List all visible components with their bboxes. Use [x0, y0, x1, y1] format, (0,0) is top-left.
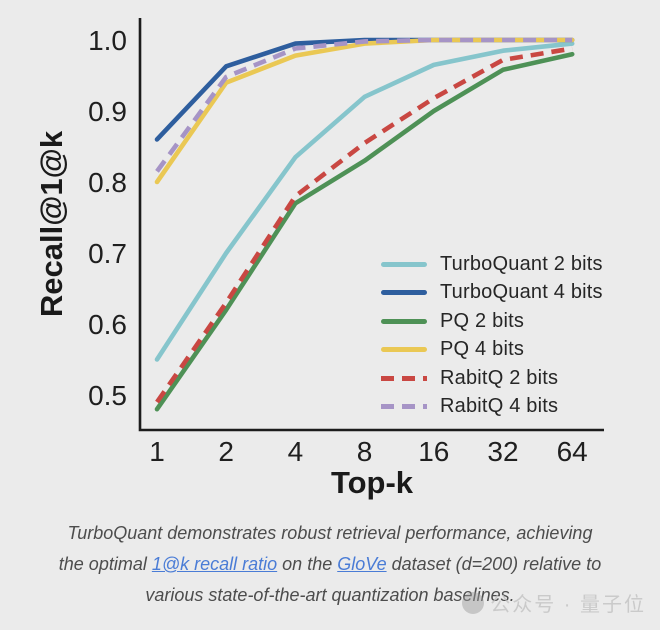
caption-line: various state-of-the-art quantization ba…: [0, 580, 660, 611]
caption-text: various state-of-the-art quantization ba…: [145, 585, 515, 605]
x-axis-label: Top-k: [331, 465, 414, 500]
legend-item: TurboQuant 4 bits: [381, 279, 603, 308]
watermark-text: 公众号 · 量子位: [490, 594, 646, 616]
legend-swatch-turboquant-4bits: [381, 290, 427, 296]
legend-item: RabitQ 4 bits: [381, 393, 603, 422]
chart-legend: TurboQuant 2 bits TurboQuant 4 bits PQ 2…: [381, 250, 603, 421]
legend-item: PQ 4 bits: [381, 336, 603, 365]
y-tick-label: 0.9: [88, 96, 127, 127]
legend-label: TurboQuant 4 bits: [440, 281, 603, 304]
watermark-logo-icon: [462, 591, 485, 614]
x-tick-label: 8: [357, 436, 373, 467]
caption: TurboQuant demonstrates robust retrieval…: [0, 518, 660, 611]
caption-text: dataset (d=200) relative to: [386, 554, 602, 574]
legend-label: PQ 4 bits: [440, 338, 525, 361]
legend-item: RabitQ 2 bits: [381, 364, 603, 393]
legend-item: TurboQuant 2 bits: [381, 250, 603, 279]
caption-text: on the: [277, 554, 338, 574]
y-tick-label: 0.6: [88, 309, 127, 340]
caption-link[interactable]: 1@k recall ratio: [151, 554, 278, 574]
legend-swatch-turboquant-2bits: [381, 261, 427, 267]
legend-swatch-pq-4bits: [381, 347, 427, 353]
caption-line: TurboQuant demonstrates robust retrieval…: [0, 518, 660, 549]
x-tick-label: 32: [487, 436, 518, 467]
watermark: 公众号 · 量子位: [462, 588, 646, 617]
y-axis-label: Recall@1@k: [34, 130, 69, 317]
x-tick-label: 2: [218, 436, 234, 467]
x-tick-label: 64: [557, 436, 588, 467]
series-line-rabitq-4-bits: [155, 37, 573, 173]
x-tick-label: 4: [288, 436, 304, 467]
caption-line: the optimal 1@k recall ratio on the GloV…: [0, 549, 660, 580]
y-tick-label: 1.0: [88, 25, 127, 56]
legend-swatch-pq-2bits: [381, 318, 427, 324]
legend-item: PQ 2 bits: [381, 307, 603, 336]
legend-label: PQ 2 bits: [440, 309, 525, 332]
caption-text: TurboQuant demonstrates robust retrieval…: [67, 523, 593, 543]
series-line-pq-2-bits: [154, 51, 575, 412]
y-tick-label: 0.7: [88, 238, 127, 269]
y-tick-label: 0.8: [88, 167, 127, 198]
x-tick-label: 16: [418, 436, 449, 467]
caption-text: the optimal: [58, 554, 152, 574]
y-tick-label: 0.5: [88, 380, 127, 411]
legend-label: RabitQ 4 bits: [440, 395, 559, 418]
chart-canvas: 0.5 0.6 0.7 0.8 0.9 1.0 1 2 4 8 16 32 64 Top-k Recall@…: [34, 18, 604, 500]
legend-label: TurboQuant 2 bits: [440, 252, 603, 275]
legend-swatch-rabitq-4bits: [381, 404, 427, 410]
axis-spines: [138, 18, 604, 432]
legend-label: RabitQ 2 bits: [440, 366, 559, 389]
series-line-turboquant-2-bits: [154, 41, 575, 362]
caption-link[interactable]: GloVe: [337, 554, 387, 574]
line-chart: 0.5 0.6 0.7 0.8 0.9 1.0 1 2 4 8 16 32 64 Top-k Recall@…: [34, 18, 604, 500]
x-tick-label: 1: [149, 436, 165, 467]
legend-swatch-rabitq-2bits: [381, 375, 427, 381]
